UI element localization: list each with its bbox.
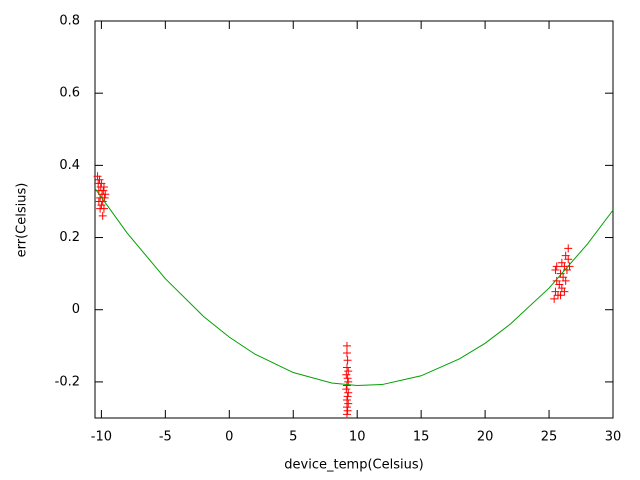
y-tick-label: 0.6 — [59, 86, 80, 101]
data-point — [342, 349, 351, 358]
data-point — [342, 363, 351, 372]
data-point — [344, 367, 353, 376]
y-tick-label: 0.4 — [59, 158, 80, 173]
x-tick-label: 25 — [541, 430, 558, 445]
data-point — [550, 294, 559, 303]
x-axis-label: device_temp(Celsius) — [284, 458, 423, 473]
x-tick-label: 20 — [477, 430, 494, 445]
x-tick-label: 0 — [225, 430, 233, 445]
data-point — [342, 403, 351, 412]
data-point — [344, 399, 353, 408]
y-tick-label: 0.8 — [59, 14, 80, 29]
x-tick-label: 15 — [413, 430, 430, 445]
y-tick-label: 0.2 — [59, 230, 80, 245]
data-point — [342, 341, 351, 350]
data-point — [342, 385, 351, 394]
data-point — [551, 266, 560, 275]
data-point — [556, 291, 565, 300]
data-point — [98, 211, 107, 220]
data-point — [343, 406, 352, 415]
data-point — [561, 276, 570, 285]
data-point — [561, 251, 570, 260]
data-point — [343, 356, 352, 365]
data-point — [99, 183, 108, 192]
data-point — [343, 392, 352, 401]
data-point — [560, 287, 569, 296]
y-axis-label: err(Celsius) — [15, 183, 30, 258]
data-point — [342, 370, 351, 379]
fit-line — [94, 188, 614, 387]
data-point — [94, 197, 103, 206]
data-point — [342, 410, 351, 419]
data-point — [342, 381, 351, 390]
x-tick-label: -10 — [91, 430, 112, 445]
data-point — [565, 262, 574, 271]
plot-frame — [94, 20, 614, 419]
x-tick-label: -5 — [159, 430, 172, 445]
x-tick-label: 5 — [289, 430, 297, 445]
data-point — [344, 388, 353, 397]
data-point — [93, 172, 102, 181]
data-point — [99, 186, 108, 195]
x-tick-label: 30 — [605, 430, 622, 445]
data-point — [343, 374, 352, 383]
data-point — [557, 258, 566, 267]
data-point — [564, 244, 573, 253]
x-tick-label: 10 — [349, 430, 366, 445]
data-point — [95, 175, 104, 184]
data-point — [101, 190, 110, 199]
data-point — [96, 204, 105, 213]
y-tick-label: -0.2 — [55, 374, 80, 389]
data-point — [342, 395, 351, 404]
y-tick-label: 0 — [72, 302, 80, 317]
data-point — [552, 262, 561, 271]
